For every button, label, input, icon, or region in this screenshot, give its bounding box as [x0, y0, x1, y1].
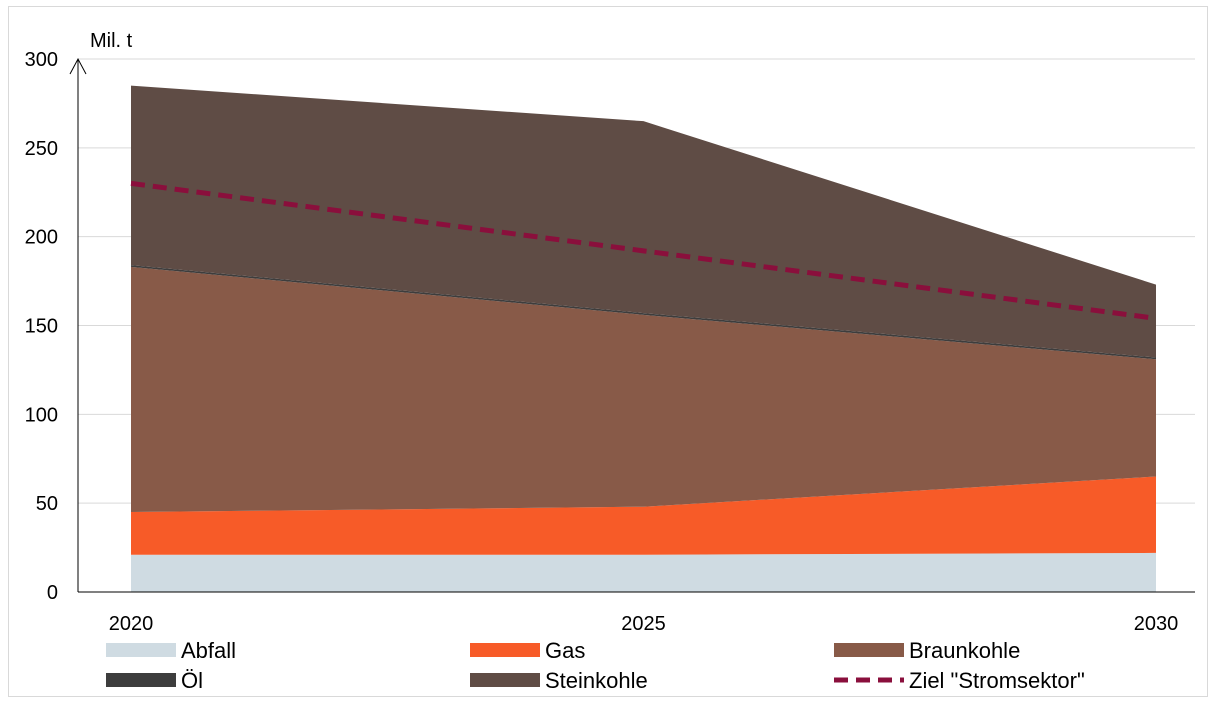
y-tick-label: 100 [25, 404, 58, 426]
legend-swatch [106, 643, 176, 657]
y-tick-label: 200 [25, 227, 58, 249]
legend-swatch [834, 643, 904, 657]
legend-label: Braunkohle [909, 638, 1020, 663]
y-unit-label: Mil. t [90, 30, 133, 52]
y-tick-label: 0 [47, 582, 58, 604]
y-tick-label: 250 [25, 138, 58, 160]
legend-swatch [470, 673, 540, 687]
x-tick-label: 2030 [1134, 613, 1179, 635]
legend-label: Abfall [181, 638, 236, 663]
legend-label: Öl [181, 668, 203, 693]
legend-label: Steinkohle [545, 668, 648, 693]
y-tick-label: 50 [36, 493, 58, 515]
y-tick-label: 150 [25, 316, 58, 338]
y-tick-label: 300 [25, 49, 58, 71]
legend-label: Gas [545, 638, 585, 663]
legend-swatch [106, 673, 176, 687]
area-abfall [131, 553, 1156, 592]
legend-swatch [470, 643, 540, 657]
legend-label: Ziel "Stromsektor" [909, 668, 1085, 693]
x-tick-label: 2020 [109, 613, 154, 635]
x-tick-label: 2025 [621, 613, 666, 635]
